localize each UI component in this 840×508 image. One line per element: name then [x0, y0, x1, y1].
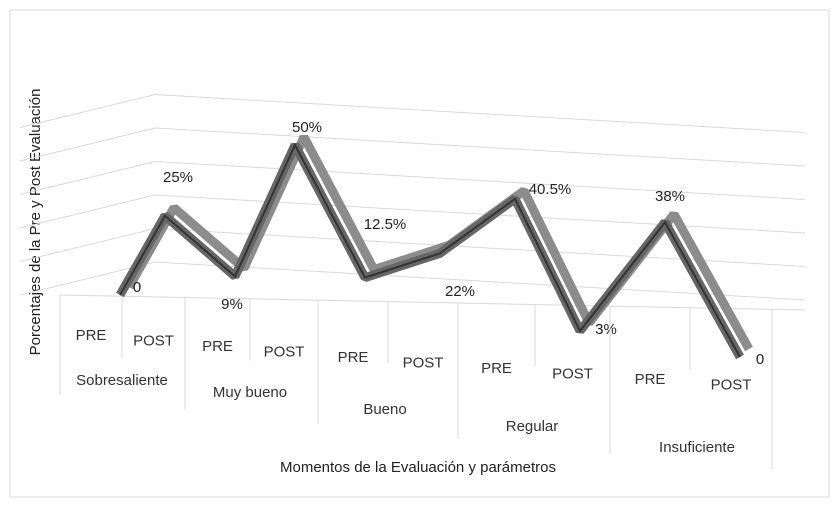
y-axis-title: Porcentajes de la Pre y Post Evaluación — [27, 89, 44, 356]
x-tick-label: POST — [133, 332, 174, 349]
data-label: 25% — [163, 169, 193, 186]
x-tick-label: POST — [711, 376, 752, 393]
data-label: 50% — [292, 119, 322, 136]
group-label: Bueno — [363, 401, 406, 418]
data-label: 40.5% — [529, 181, 572, 198]
x-axis-title: Momentos de la Evaluación y parámetros — [280, 459, 556, 476]
x-tick-label: POST — [403, 354, 444, 371]
x-tick-label: POST — [264, 343, 305, 360]
data-label: 3% — [595, 321, 617, 338]
group-label: Muy bueno — [213, 384, 287, 401]
x-tick-label: PRE — [635, 371, 666, 388]
x-tick-label: PRE — [481, 360, 512, 377]
group-label: Sobresaliente — [76, 372, 168, 389]
x-tick-label: PRE — [202, 338, 233, 355]
floor-edge — [59, 294, 806, 311]
x-tick-label: POST — [552, 365, 593, 382]
group-label: Regular — [506, 418, 559, 435]
data-label: 38% — [655, 188, 685, 205]
x-tick-label: PRE — [76, 327, 107, 344]
x-tick-label: PRE — [338, 349, 369, 366]
ribbon-edge — [119, 142, 741, 358]
data-label: 0 — [133, 279, 141, 296]
data-label: 22% — [445, 283, 475, 300]
grid-line — [19, 160, 806, 200]
grid-line — [19, 127, 806, 167]
grid-line — [19, 261, 806, 301]
grid-line — [19, 194, 806, 234]
grid-line — [19, 93, 806, 133]
data-label: 0 — [756, 351, 764, 368]
data-label: 9% — [221, 296, 243, 313]
group-label: Insuficiente — [659, 439, 735, 456]
data-label: 12.5% — [364, 216, 407, 233]
